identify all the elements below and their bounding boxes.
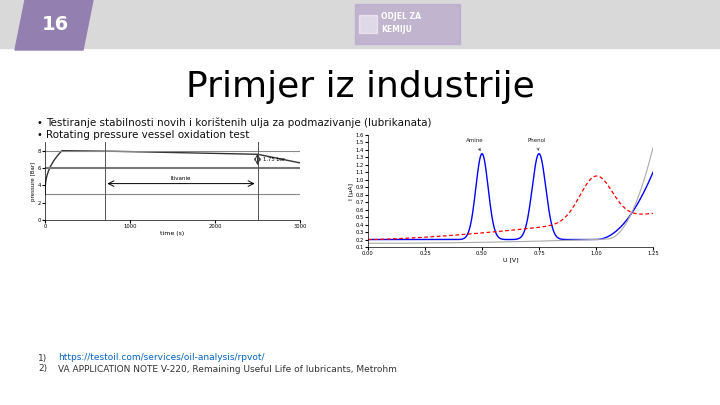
Bar [359,15,377,33]
X-axis label: time (s): time (s) [161,230,184,236]
Text: 16: 16 [41,15,68,34]
Text: Itivanie: Itivanie [171,177,192,181]
X-axis label: U [V]: U [V] [503,258,518,262]
Text: VA APPLICATION NOTE V-220, Remaining Useful Life of lubricants, Metrohm: VA APPLICATION NOTE V-220, Remaining Use… [58,364,397,373]
Text: https://testoil.com/services/oil-analysis/rpvot/: https://testoil.com/services/oil-analysi… [58,354,264,362]
Bar [355,4,460,44]
Text: Amine: Amine [466,139,484,151]
Text: •: • [36,130,42,140]
Y-axis label: I [μA]: I [μA] [349,183,354,200]
Text: Primjer iz industrije: Primjer iz industrije [186,70,534,104]
Polygon shape [15,0,95,50]
Text: 1.75 bar: 1.75 bar [263,157,285,162]
Text: 2): 2) [38,364,47,373]
Bar [0,0,720,48]
Text: 1): 1) [38,354,48,362]
Text: •: • [36,118,42,128]
Text: Testiranje stabilnosti novih i korištenih ulja za podmazivanje (lubrikanata): Testiranje stabilnosti novih i korišteni… [46,118,431,128]
Y-axis label: pressure [Bar]: pressure [Bar] [31,161,36,200]
Text: Rotating pressure vessel oxidation test: Rotating pressure vessel oxidation test [46,130,249,140]
Text: ODJEL ZA: ODJEL ZA [381,12,421,21]
Text: KEMIJU: KEMIJU [381,26,412,34]
Text: Phenol: Phenol [528,139,546,150]
